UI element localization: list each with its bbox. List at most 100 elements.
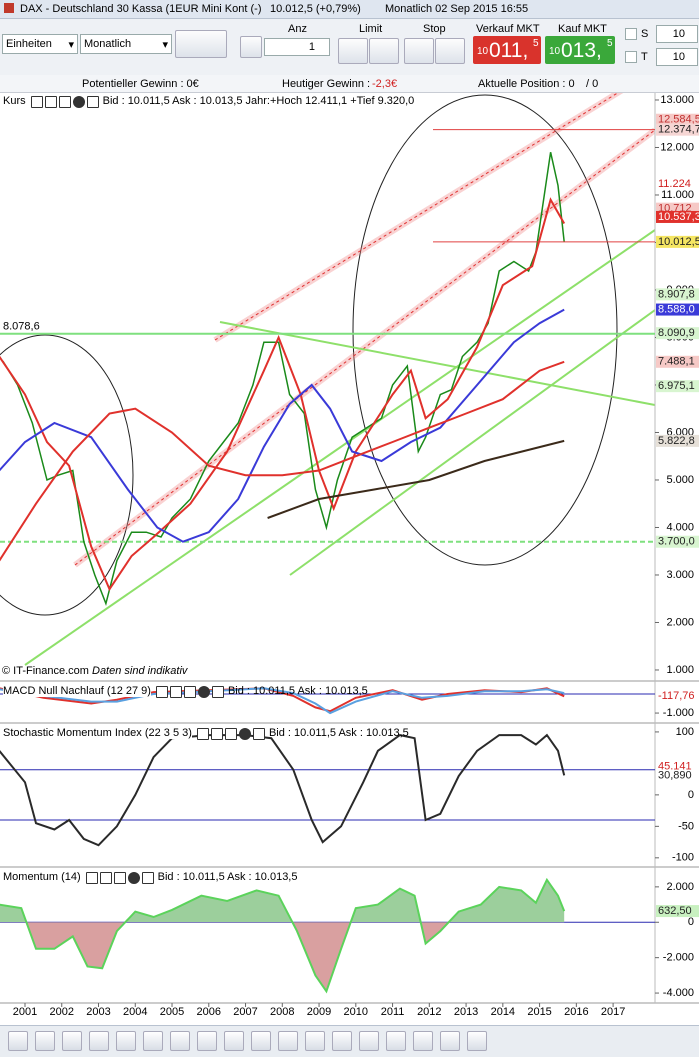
panel-icon[interactable] [58, 96, 71, 108]
stop-sell[interactable] [435, 38, 465, 64]
panel-icon[interactable] [183, 686, 196, 698]
price-marker [656, 434, 699, 447]
panel-icon[interactable] [196, 728, 209, 740]
toolbar-icon[interactable] [386, 1031, 406, 1051]
position: Aktuelle Position : 0 [478, 78, 575, 90]
toolbar-icon[interactable] [278, 1031, 298, 1051]
panel-icon[interactable] [72, 96, 85, 108]
panel-name: Momentum (14) [3, 871, 81, 883]
qty-label: Anz [288, 23, 307, 35]
toolbar-icon[interactable] [197, 1031, 217, 1051]
price-marker [656, 690, 699, 703]
price-marker [656, 303, 699, 316]
panel-icon[interactable] [86, 96, 99, 108]
toolbar-icon[interactable] [305, 1031, 325, 1051]
s-label: S [641, 28, 649, 40]
sell-button[interactable]: 10 011, 5 [473, 36, 541, 64]
price-marker [656, 235, 699, 248]
s-input[interactable]: 10 [656, 25, 698, 43]
toolbar-icon[interactable] [35, 1031, 55, 1051]
price-marker-label: 12.374,7 [658, 124, 699, 136]
t-value: 10 [672, 51, 685, 63]
today-gain: -2,3€ [372, 78, 398, 90]
copyright: © IT-Finance.com [2, 665, 89, 677]
t-checkbox[interactable] [625, 51, 637, 63]
toolbar-icon[interactable] [467, 1031, 487, 1051]
ellipse [0, 334, 134, 616]
sell-label: Verkauf MKT [476, 23, 540, 35]
toolbar-icon[interactable] [89, 1031, 109, 1051]
panel-icon[interactable] [252, 728, 265, 740]
chart-style-button[interactable] [175, 30, 227, 58]
instrument: DAX - Deutschland 30 Kassa (1EUR Mini Ko… [20, 3, 262, 15]
toolbar-icon[interactable] [413, 1031, 433, 1051]
y-tick-label: 10.000 [660, 236, 694, 248]
panel-icon[interactable] [85, 872, 98, 884]
y-tick-label: 100 [676, 726, 694, 738]
panel-icon[interactable] [210, 728, 223, 740]
panel-icon[interactable] [155, 686, 168, 698]
plot [0, 152, 566, 606]
toolbar-icon[interactable] [143, 1031, 163, 1051]
h-line-label: 8.078,6 [3, 321, 40, 333]
t-label: T [641, 51, 648, 63]
toolbar-icon[interactable] [251, 1031, 271, 1051]
trend-line [24, 229, 655, 666]
x-tick-label: 2003 [86, 1006, 110, 1018]
panel-icon[interactable] [141, 872, 154, 884]
price-marker [656, 355, 699, 368]
last-price: 10.012,5 (+0,79%) [270, 3, 361, 15]
toolbar-icon[interactable] [224, 1031, 244, 1051]
panel-icon[interactable] [224, 728, 237, 740]
stop-buy[interactable] [404, 38, 434, 64]
price-marker [656, 905, 699, 918]
x-tick-label: 2004 [123, 1006, 147, 1018]
limit-buy[interactable] [338, 38, 368, 64]
toolbar-icon[interactable] [62, 1031, 82, 1051]
price-marker-label: 30,890 [658, 769, 692, 781]
toolbar-icon[interactable] [116, 1031, 136, 1051]
price-marker-label: 45,141 [658, 760, 692, 772]
panel-icon[interactable] [113, 872, 126, 884]
panel-icon[interactable] [99, 872, 112, 884]
panel-icon[interactable] [197, 686, 210, 698]
limit-sell[interactable] [369, 38, 399, 64]
t-input[interactable]: 10 [656, 48, 698, 66]
panel-icon[interactable] [169, 686, 182, 698]
price-marker-label: 8.588,0 [658, 303, 695, 315]
panel-info: Bid : 10.011,5 Ask : 10.013,5 Jahr:+Hoch… [102, 95, 415, 107]
toolbar-icon[interactable] [170, 1031, 190, 1051]
channel-line [74, 129, 655, 566]
units-select[interactable]: Einheiten ▾ [2, 34, 78, 54]
period-select[interactable]: Monatlich ▾ [80, 34, 172, 54]
series-line [2, 152, 565, 606]
price-marker [656, 123, 699, 136]
x-tick-label: 2008 [270, 1006, 294, 1018]
plot [0, 733, 566, 847]
series-line [267, 439, 565, 519]
panel-icon[interactable] [211, 686, 224, 698]
s-checkbox[interactable] [625, 28, 637, 40]
x-tick-label: 2007 [233, 1006, 257, 1018]
title-bar [0, 0, 699, 19]
panel-icon[interactable] [127, 872, 140, 884]
qty-input[interactable]: 1 [264, 38, 330, 56]
y-tick-label: 8.000 [666, 331, 694, 343]
tool-button[interactable] [240, 36, 262, 58]
price-marker [656, 178, 699, 191]
toolbar-icon[interactable] [8, 1031, 28, 1051]
panel-icon[interactable] [238, 728, 251, 740]
buy-button[interactable]: 10 013, 5 [545, 36, 615, 64]
panel-icon[interactable] [44, 96, 57, 108]
price-marker [656, 760, 699, 773]
price-marker-label: 11.224 [658, 178, 691, 190]
toolbar-icon[interactable] [332, 1031, 352, 1051]
price-marker [656, 113, 699, 126]
channel-line [73, 127, 655, 568]
stop-label: Stop [423, 23, 446, 35]
panel-icon[interactable] [30, 96, 43, 108]
toolbar-icon[interactable] [359, 1031, 379, 1051]
toolbar-icon[interactable] [440, 1031, 460, 1051]
x-tick-label: 2009 [307, 1006, 331, 1018]
